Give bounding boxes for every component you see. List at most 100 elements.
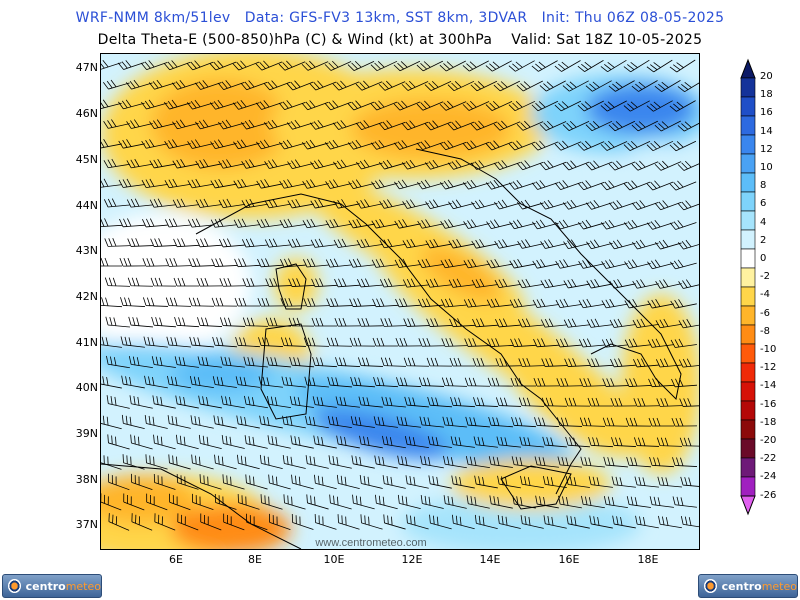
wind-barb	[401, 159, 429, 170]
wind-barb	[143, 336, 168, 348]
wind-barb	[487, 377, 514, 387]
wind-barb	[588, 437, 614, 448]
wind-barb	[539, 120, 567, 131]
wind-barb	[586, 279, 613, 289]
wind-barb	[126, 119, 153, 129]
wind-barb	[646, 180, 674, 191]
wind-barb	[519, 436, 544, 448]
wind-barb	[372, 298, 399, 308]
wind-barb	[188, 258, 215, 267]
wind-barb	[312, 396, 337, 408]
centrometeo-logo-right[interactable]: centrometeo	[698, 574, 798, 598]
wind-barb	[443, 455, 467, 469]
wind-barb	[463, 298, 490, 308]
wind-barb	[649, 457, 675, 468]
wind-barb	[648, 378, 675, 388]
wind-barb	[657, 476, 682, 488]
wind-barb	[495, 318, 521, 328]
wind-barb	[324, 100, 352, 111]
wind-barb	[219, 277, 246, 287]
wind-barb	[154, 513, 176, 531]
wind-barb	[439, 140, 467, 151]
wind-barb	[379, 159, 406, 170]
wind-barb	[101, 178, 122, 188]
wind-barb	[601, 298, 628, 309]
wind-barb	[165, 297, 192, 307]
wind-barb	[424, 120, 452, 131]
wind-barb	[223, 513, 245, 531]
wind-barb	[677, 200, 699, 211]
wind-barb	[304, 376, 329, 388]
wind-barb	[623, 100, 650, 112]
wind-barb	[565, 436, 590, 448]
wind-barb	[601, 259, 628, 269]
wind-barb	[189, 336, 214, 348]
colorbar-swatch	[740, 229, 756, 250]
wind-barb	[602, 417, 629, 427]
wind-barb	[142, 257, 169, 267]
centrometeo-logo-left[interactable]: centrometeo	[2, 574, 102, 598]
wind-barb	[531, 180, 559, 190]
wind-barb	[517, 239, 544, 249]
wind-barb	[565, 476, 590, 488]
wind-barb	[244, 435, 268, 449]
wind-barb	[633, 397, 660, 407]
wind-barb	[195, 198, 222, 208]
wind-barb	[101, 375, 122, 389]
wind-barb	[174, 317, 200, 328]
wind-barb	[310, 159, 337, 170]
wind-barb	[336, 474, 360, 490]
wind-barb	[218, 198, 245, 209]
wind-barb	[406, 514, 429, 530]
wind-barb	[509, 219, 536, 230]
wind-barb	[246, 513, 268, 531]
wind-barb	[209, 60, 237, 71]
wind-barb	[381, 396, 406, 408]
wind-barb	[532, 259, 559, 269]
wind-barb	[243, 356, 268, 368]
wind-barb	[281, 376, 306, 388]
wind-barb	[141, 139, 168, 149]
wind-barb	[563, 239, 590, 250]
wind-barb	[397, 494, 421, 510]
lat-label: 40N	[75, 381, 98, 394]
wind-barb	[448, 278, 475, 288]
wind-barb	[487, 338, 514, 347]
wind-barb	[541, 397, 568, 407]
wind-barb	[245, 474, 268, 490]
wind-barb	[348, 258, 375, 268]
wind-barb	[166, 336, 191, 348]
wind-barb	[106, 395, 130, 409]
wind-barb	[451, 475, 475, 489]
wind-barb	[426, 318, 453, 327]
wind-barb	[301, 60, 329, 71]
wind-barb	[509, 259, 536, 269]
wind-barb	[289, 396, 314, 408]
wind-barb	[626, 456, 651, 468]
wind-barb	[395, 337, 422, 347]
wind-barb	[609, 239, 636, 250]
wind-barb	[449, 318, 476, 328]
wind-barb	[212, 376, 237, 388]
wind-barb	[495, 397, 522, 407]
logo-accent-text: meteo	[761, 579, 797, 593]
wind-barb	[623, 219, 651, 230]
wind-barb	[256, 179, 283, 189]
wind-barb	[334, 278, 360, 288]
wind-barb	[165, 258, 192, 267]
lon-label: 8E	[248, 553, 262, 566]
wind-barb	[122, 454, 145, 470]
wind-barb	[447, 159, 475, 170]
wind-barb	[540, 318, 567, 328]
wind-barb	[485, 60, 512, 72]
lon-label: 14E	[479, 553, 501, 566]
wind-barb	[623, 180, 651, 191]
wind-barb	[424, 159, 452, 170]
wind-barb	[450, 436, 475, 448]
wind-barb	[671, 417, 698, 427]
wind-barb	[192, 493, 214, 510]
wind-barb	[448, 199, 475, 210]
wind-barb	[101, 218, 123, 228]
wind-barb	[119, 257, 146, 267]
wind-barb	[556, 338, 582, 348]
